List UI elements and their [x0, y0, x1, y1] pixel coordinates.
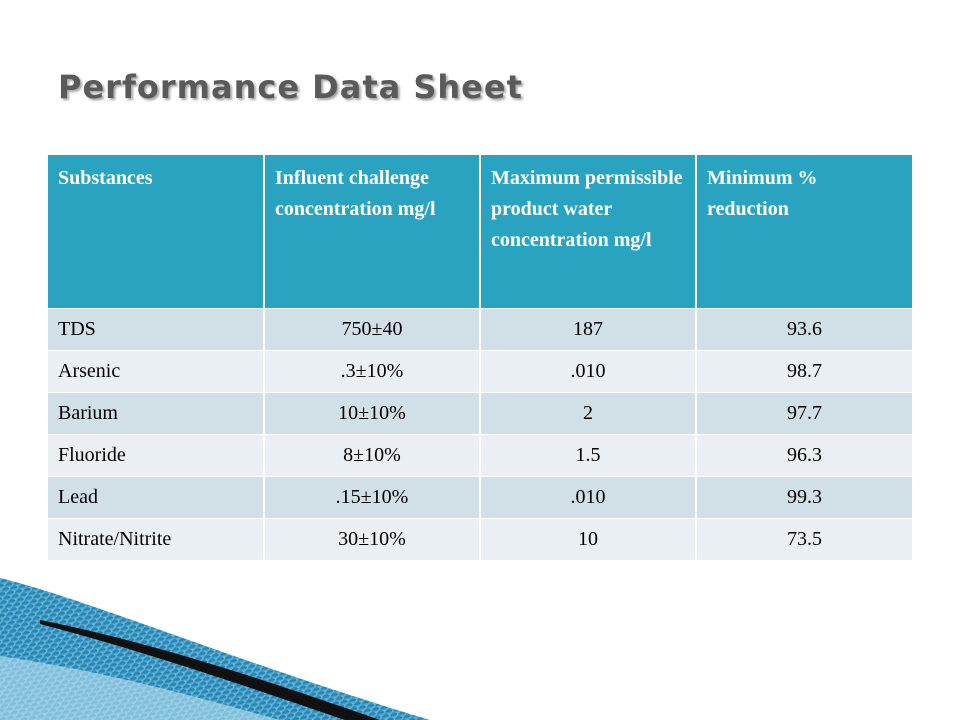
table-row: Lead .15±10% .010 99.3 [48, 475, 912, 518]
cell-influent: 8±10% [264, 433, 481, 476]
cell-min-reduction: 96.3 [696, 433, 912, 476]
cell-substance: Arsenic [48, 349, 265, 392]
cell-max-permissible: 10 [480, 517, 697, 560]
swoosh-black-curve [40, 620, 380, 720]
cell-substance: TDS [48, 307, 265, 350]
cell-substance: Fluoride [48, 433, 265, 476]
cell-min-reduction: 73.5 [696, 517, 912, 560]
cell-max-permissible: 1.5 [480, 433, 697, 476]
header-max-permissible-concentration: Maximum permissible product water concen… [480, 155, 697, 308]
table-row: Barium 10±10% 2 97.7 [48, 391, 912, 434]
cell-substance: Barium [48, 391, 265, 434]
cell-max-permissible: 187 [480, 307, 697, 350]
table-header-row: Substances Influent challenge concentrat… [48, 155, 912, 308]
table-row: Fluoride 8±10% 1.5 96.3 [48, 433, 912, 476]
cell-min-reduction: 97.7 [696, 391, 912, 434]
decorative-swoosh [0, 578, 430, 720]
cell-influent: .15±10% [264, 475, 481, 518]
header-influent-concentration: Influent challenge concentration mg/l [264, 155, 481, 308]
cell-influent: 10±10% [264, 391, 481, 434]
cell-substance: Nitrate/Nitrite [48, 517, 265, 560]
cell-min-reduction: 99.3 [696, 475, 912, 518]
cell-influent: .3±10% [264, 349, 481, 392]
header-substances: Substances [48, 155, 265, 308]
cell-influent: 30±10% [264, 517, 481, 560]
cell-max-permissible: .010 [480, 475, 697, 518]
table-row: Nitrate/Nitrite 30±10% 10 73.5 [48, 517, 912, 560]
cell-min-reduction: 93.6 [696, 307, 912, 350]
swoosh-light-band [0, 656, 280, 720]
cell-substance: Lead [48, 475, 265, 518]
slide-title: Performance Data Sheet [58, 68, 523, 106]
cell-max-permissible: 2 [480, 391, 697, 434]
cell-influent: 750±40 [264, 307, 481, 350]
table-row: Arsenic .3±10% .010 98.7 [48, 349, 912, 392]
cell-min-reduction: 98.7 [696, 349, 912, 392]
cell-max-permissible: .010 [480, 349, 697, 392]
performance-data-table: Substances Influent challenge concentrat… [48, 155, 912, 560]
table-row: TDS 750±40 187 93.6 [48, 307, 912, 350]
header-min-reduction: Minimum % reduction [696, 155, 912, 308]
